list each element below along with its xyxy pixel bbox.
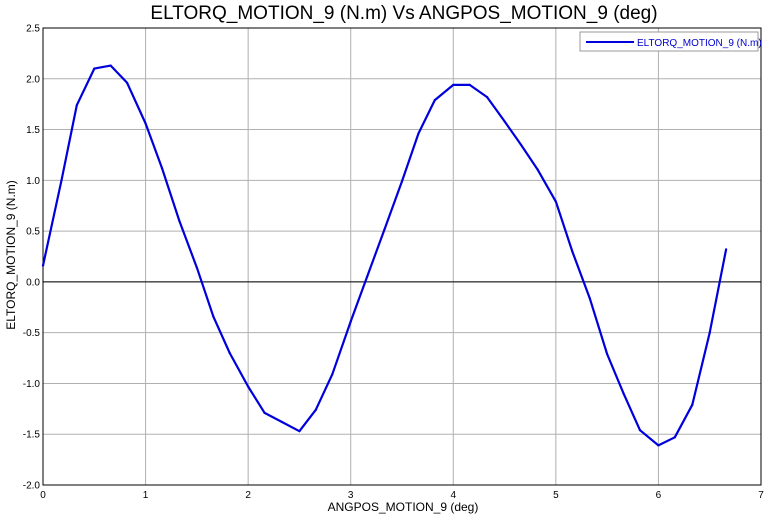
data-point — [366, 275, 369, 278]
data-point — [60, 179, 63, 182]
y-tick-label: 0.0 — [26, 277, 40, 288]
data-point — [536, 168, 539, 171]
series-group — [41, 64, 728, 447]
data-point — [417, 132, 420, 135]
y-tick-label: -0.5 — [23, 328, 41, 339]
x-tick-label: 1 — [143, 490, 149, 501]
data-point — [708, 331, 711, 334]
data-point — [178, 219, 181, 223]
data-point — [571, 250, 574, 253]
data-point — [331, 373, 334, 376]
data-point — [280, 420, 284, 424]
data-point — [673, 436, 676, 439]
data-point — [657, 444, 660, 447]
y-tick-label: 2.5 — [26, 24, 40, 35]
data-point — [247, 385, 250, 388]
data-point — [349, 320, 352, 323]
data-point — [93, 67, 96, 70]
data-point — [606, 352, 609, 356]
legend: ELTORQ_MOTION_9 (N.m) — [579, 31, 762, 52]
data-point — [383, 227, 386, 231]
data-point — [144, 122, 147, 125]
data-point — [314, 408, 317, 411]
x-tick-label: 5 — [553, 490, 559, 501]
plot-frame — [42, 27, 762, 486]
y-tick-label: -1.5 — [23, 430, 41, 441]
y-tick-label: 2.0 — [26, 74, 40, 85]
data-point — [452, 83, 455, 86]
data-point — [691, 403, 694, 406]
data-point — [160, 167, 164, 170]
data-point — [126, 81, 129, 84]
data-point — [212, 315, 215, 318]
x-tick-label: 6 — [656, 490, 662, 501]
y-tick-label: 1.0 — [26, 176, 40, 187]
y-tick-label: 1.5 — [26, 125, 40, 136]
data-point — [400, 180, 404, 183]
x-tick-label: 3 — [348, 490, 354, 501]
x-tick-label: 0 — [40, 490, 46, 501]
data-point — [41, 264, 45, 267]
data-point — [228, 351, 231, 355]
x-tick-label: 2 — [245, 490, 251, 501]
legend-label: ELTORQ_MOTION_9 (N.m) — [637, 38, 762, 49]
x-tick-label: 4 — [451, 490, 457, 501]
data-point — [468, 83, 471, 86]
data-point — [195, 266, 198, 269]
x-tick-labels: 0 1 2 3 4 5 6 7 — [40, 490, 764, 501]
data-point — [75, 104, 78, 107]
data-point — [725, 248, 728, 251]
data-point — [109, 64, 112, 67]
data-point — [263, 411, 266, 414]
data-point — [554, 200, 557, 203]
data-point — [433, 99, 436, 102]
y-tick-label: 0.5 — [26, 227, 40, 238]
y-tick-label: -1.0 — [23, 379, 41, 390]
data-point — [503, 120, 506, 123]
data-point — [638, 429, 642, 432]
y-tick-labels: 2.5 2.0 1.5 1.0 0.5 0.0 -0.5 -1.0 -1.5 -2.0 — [23, 24, 41, 492]
data-point — [588, 297, 591, 300]
x-axis-label: ANGPOS_MOTION_9 (deg) — [328, 500, 479, 514]
data-point — [298, 430, 301, 433]
x-tick-label: 7 — [758, 490, 764, 501]
data-point — [622, 392, 625, 395]
legend-box — [579, 31, 759, 52]
y-axis-label: ELTORQ_MOTION_9 (N.m) — [4, 180, 18, 330]
y-tick-label: -2.0 — [23, 481, 41, 492]
data-point — [486, 95, 489, 99]
chart-title: ELTORQ_MOTION_9 (N.m) Vs ANGPOS_MOTION_9… — [150, 3, 657, 24]
data-point — [519, 143, 523, 146]
